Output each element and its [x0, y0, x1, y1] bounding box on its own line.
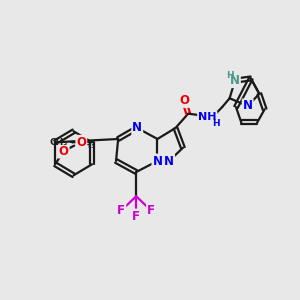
Text: O: O — [179, 94, 189, 107]
Text: N: N — [152, 154, 162, 167]
Text: N: N — [132, 122, 142, 134]
Text: N: N — [243, 100, 253, 112]
Text: O: O — [59, 145, 69, 158]
Text: H: H — [226, 70, 233, 80]
Text: N: N — [164, 154, 174, 167]
Text: CH₃: CH₃ — [77, 141, 96, 150]
Text: O: O — [76, 136, 86, 149]
Text: N: N — [230, 74, 240, 87]
Text: F: F — [147, 204, 155, 217]
Text: methoxy: methoxy — [72, 143, 78, 144]
Text: F: F — [132, 209, 140, 223]
Text: NH: NH — [198, 112, 217, 122]
Text: H: H — [212, 119, 220, 128]
Text: F: F — [117, 204, 125, 217]
Text: CH₃: CH₃ — [49, 138, 68, 147]
